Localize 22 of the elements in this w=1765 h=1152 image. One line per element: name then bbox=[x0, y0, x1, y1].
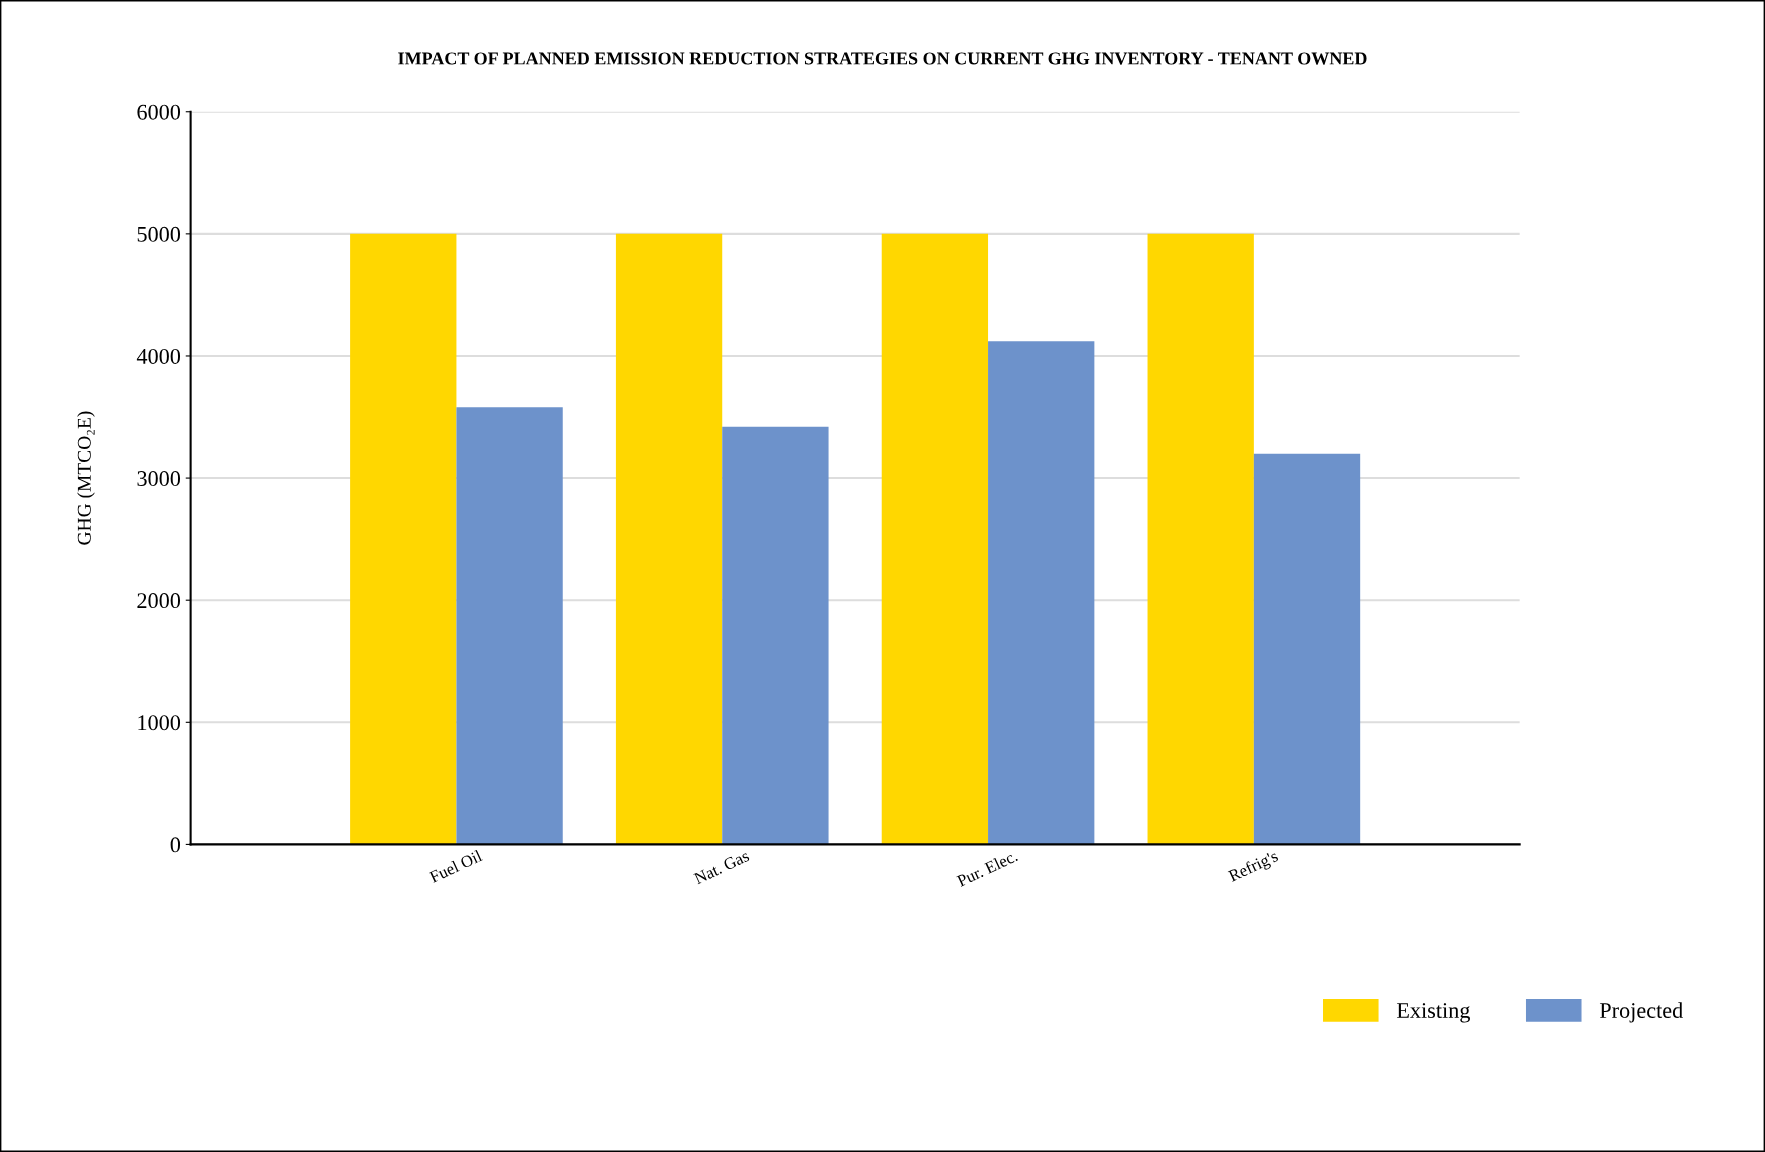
x-tick-label: Pur. Elec. bbox=[956, 849, 1018, 887]
y-tick-label: 4000 bbox=[136, 348, 181, 364]
bar bbox=[615, 233, 723, 845]
bar bbox=[988, 341, 1095, 845]
y-tick-label: 0 bbox=[170, 837, 181, 853]
bar bbox=[1147, 233, 1254, 845]
legend-label: Projected bbox=[1599, 1002, 1683, 1023]
bar bbox=[722, 426, 829, 845]
y-tick-label: 1000 bbox=[138, 715, 181, 731]
y-tick-label: 2000 bbox=[137, 593, 181, 609]
y-tick-label: 5000 bbox=[137, 226, 181, 242]
y-tick-label: 6000 bbox=[137, 104, 181, 120]
bar bbox=[881, 233, 989, 845]
y-axis-title: GHG (MTCO₂E) bbox=[77, 411, 95, 545]
y-tick-label: 3000 bbox=[137, 471, 181, 487]
bar bbox=[456, 407, 563, 845]
chart-title: IMPACT OF PLANNED EMISSION REDUCTION STRATEGIES ON CURRENT GHG INVENTORY - TENANT OWNED bbox=[398, 52, 1367, 65]
bar bbox=[350, 233, 457, 845]
legend-label: Existing bbox=[1396, 1003, 1470, 1023]
bar bbox=[1253, 453, 1361, 845]
x-tick-label: Fuel Oil bbox=[428, 849, 483, 883]
x-tick-label: Nat. Gas bbox=[693, 850, 750, 885]
